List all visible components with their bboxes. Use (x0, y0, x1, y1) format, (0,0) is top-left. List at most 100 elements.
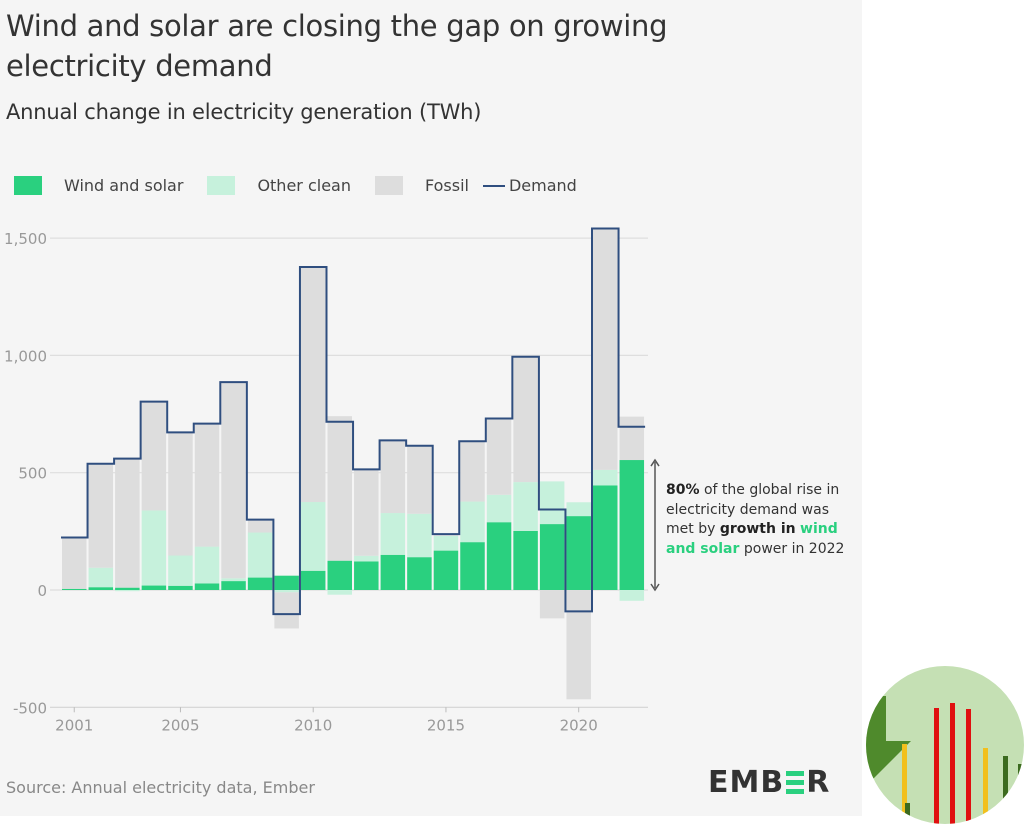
x-tick-label: 2005 (161, 716, 199, 734)
bar-wind-and-solar-2011 (327, 560, 352, 590)
bar-fossil-2005 (168, 432, 193, 556)
bar-wind-and-solar-2001 (62, 588, 87, 590)
bar-wind-and-solar-2009 (274, 575, 299, 590)
bar-other-clean-2007 (221, 578, 246, 582)
legend-label: Other clean (257, 176, 351, 195)
bar-wind-and-solar-2004 (141, 585, 167, 590)
chart-subtitle: Annual change in electricity generation … (6, 100, 482, 124)
bar-other-clean-2011 (327, 590, 352, 595)
bar-fossil-2003 (115, 457, 140, 588)
annotation-pct: 80% (666, 482, 700, 498)
annotation-text-2: power in 2022 (739, 540, 845, 557)
bar-other-clean-2002 (88, 567, 114, 588)
legend-line-demand (482, 184, 505, 187)
bar-other-clean-2014 (407, 513, 432, 558)
x-tick-label: 2020 (560, 716, 598, 734)
bar-other-clean-2022 (619, 590, 645, 601)
bar-fossil-2021 (593, 228, 618, 470)
bar-wind-and-solar-2022 (619, 460, 645, 590)
arrow-head-up-icon (650, 458, 660, 467)
annotation-text-1: of the global rise in electricity demand… (666, 482, 840, 537)
bar-fossil-2011 (327, 416, 352, 561)
legend-label: Fossil (424, 176, 469, 195)
legend-item-wind-solar: Wind and solar (14, 176, 183, 195)
bar-chart-badge-icon (866, 696, 1023, 824)
bar-wind-and-solar-2020 (566, 516, 591, 590)
legend-swatch-other-clean (207, 176, 236, 195)
bar-wind-and-solar-2013 (380, 554, 406, 590)
bar-wind-and-solar-2003 (115, 587, 140, 590)
y-tick-label: 1,500 (4, 230, 47, 248)
bar-fossil-2004 (141, 401, 167, 511)
bar-other-clean-2009 (274, 590, 299, 593)
bar-fossil-2006 (194, 423, 220, 547)
bar-wind-and-solar-2006 (194, 583, 220, 590)
bar-fossil-2010 (300, 266, 326, 503)
bar-wind-and-solar-2017 (486, 522, 512, 590)
x-axis: 2001 2005 2010 2015 2020 (50, 706, 648, 734)
annotation-green: wind and solar (666, 521, 838, 557)
bar-other-clean-2013 (380, 513, 406, 555)
bar-wind-and-solar-2018 (513, 530, 538, 590)
bar-other-clean-2018 (513, 482, 538, 531)
bar-other-clean-2017 (486, 494, 512, 523)
logo-e-bars-icon (786, 771, 805, 794)
y-tick-label: 1,000 (4, 347, 47, 365)
bar-wind-and-solar-2005 (168, 585, 193, 590)
bar-other-clean-2003 (115, 590, 140, 592)
bar-wind-and-solar-2010 (300, 570, 326, 590)
arrow-head-down-icon (650, 583, 660, 592)
bar-fossil-2018 (513, 356, 538, 483)
demand-line (61, 227, 646, 616)
bar-other-clean-2021 (593, 469, 618, 486)
bar-wind-and-solar-2019 (539, 524, 565, 590)
x-tick-label: 2010 (294, 716, 332, 734)
legend: Wind and solar Other clean Fossil Demand (14, 176, 601, 195)
bar-other-clean-2008 (247, 532, 273, 578)
legend-item-other-clean: Other clean (207, 176, 351, 195)
bar-fossil-2012 (354, 469, 379, 556)
legend-label: Wind and solar (64, 176, 184, 195)
bar-fossil-2017 (486, 418, 512, 495)
bar-other-clean-2010 (300, 502, 326, 571)
annotation-text: 80% of the global rise in electricity de… (666, 481, 856, 559)
corner-badge-icon (866, 666, 1024, 824)
annotation-arrow (650, 458, 660, 592)
y-tick-label: 500 (18, 465, 47, 483)
bar-fossil-2019 (539, 590, 565, 619)
source-note: Source: Annual electricity data, Ember (6, 778, 315, 797)
bar-other-clean-2006 (194, 546, 220, 584)
bar-other-clean-2012 (354, 555, 379, 562)
bar-fossil-2002 (88, 463, 114, 568)
ember-logo: EMB R (708, 765, 830, 800)
legend-item-fossil: Fossil (374, 176, 469, 195)
bar-wind-and-solar-2002 (88, 587, 114, 590)
bar-fossil-2016 (460, 441, 485, 502)
x-tick-label: 2001 (55, 716, 93, 734)
bar-other-clean-2004 (141, 510, 167, 586)
logo-text-left: EMB (708, 765, 785, 800)
bar-other-clean-2016 (460, 501, 485, 543)
bars (62, 228, 645, 700)
bar-other-clean-2020 (566, 502, 591, 517)
bar-wind-and-solar-2016 (460, 542, 485, 590)
bar-fossil-2020 (566, 590, 591, 700)
bar-other-clean-2019 (539, 481, 565, 525)
y-tick-label: 0 (37, 582, 47, 600)
x-tick-label: 2015 (427, 716, 465, 734)
bar-wind-and-solar-2008 (247, 577, 273, 590)
bar-fossil-2013 (380, 440, 406, 514)
bar-fossil-2014 (407, 445, 432, 514)
bar-wind-and-solar-2015 (433, 550, 459, 590)
logo-text-right: R (806, 765, 831, 800)
chart-plot: -500 0 500 1,000 1,500 2001 2005 2010 2015 2020 (4, 227, 660, 734)
legend-item-demand: Demand (482, 176, 577, 195)
y-tick-label: -500 (13, 699, 47, 717)
legend-swatch-fossil (374, 176, 403, 195)
legend-swatch-wind-solar (14, 176, 42, 195)
bar-fossil-2007 (221, 382, 246, 579)
bar-fossil-2001 (62, 537, 87, 589)
bar-other-clean-2005 (168, 555, 193, 586)
chart-title: Wind and solar are closing the gap on gr… (6, 9, 668, 83)
annotation-bold: growth in (719, 521, 796, 537)
